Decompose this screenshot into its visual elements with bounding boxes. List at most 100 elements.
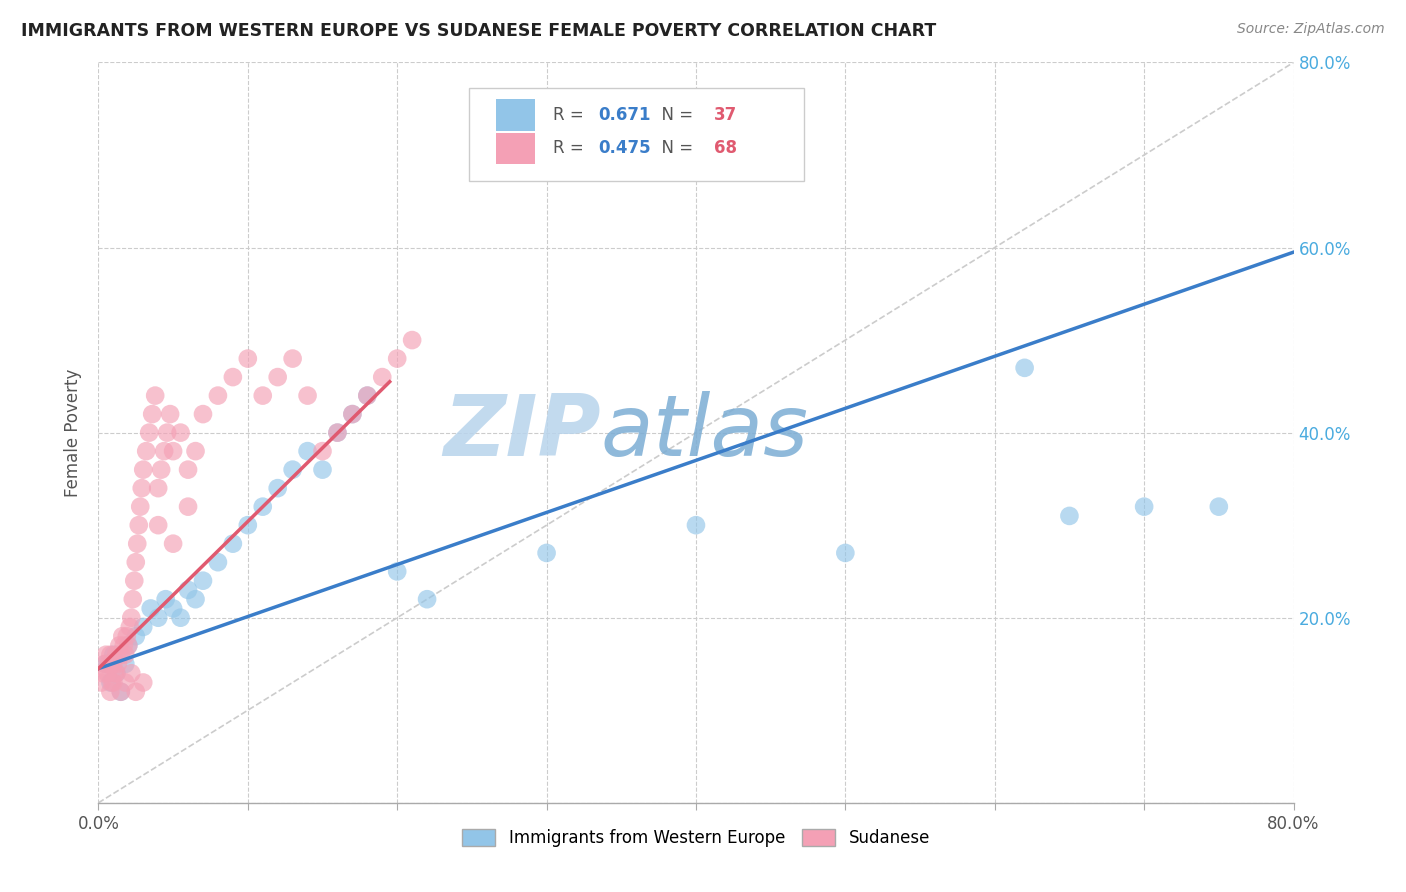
Point <box>128 518 150 533</box>
Point <box>281 351 304 366</box>
Point <box>162 536 184 550</box>
Point <box>685 518 707 533</box>
Point <box>98 648 122 662</box>
Point <box>356 388 378 402</box>
FancyBboxPatch shape <box>496 99 534 130</box>
Point <box>139 601 162 615</box>
Point <box>118 620 141 634</box>
Point <box>111 629 134 643</box>
Point <box>131 481 153 495</box>
Point <box>150 462 173 476</box>
Point <box>159 407 181 421</box>
Point <box>222 370 245 384</box>
Point <box>385 351 409 366</box>
Point <box>252 388 274 402</box>
Point <box>222 536 245 550</box>
Point <box>115 629 138 643</box>
Point <box>326 425 349 440</box>
Point <box>125 555 148 569</box>
Point <box>156 425 179 440</box>
Point <box>114 675 136 690</box>
Point <box>207 555 229 569</box>
Point <box>385 565 409 579</box>
Point <box>184 592 207 607</box>
Text: atlas: atlas <box>600 391 808 475</box>
Point <box>105 666 128 681</box>
Point <box>162 444 184 458</box>
Point <box>103 675 125 690</box>
Point <box>371 370 394 384</box>
Text: 0.671: 0.671 <box>598 106 651 124</box>
Point <box>297 444 319 458</box>
Point <box>110 685 132 699</box>
Point <box>97 657 120 671</box>
Point <box>104 666 127 681</box>
Point <box>98 675 122 690</box>
Point <box>191 574 214 588</box>
Legend: Immigrants from Western Europe, Sudanese: Immigrants from Western Europe, Sudanese <box>456 822 936 854</box>
Point <box>236 351 259 366</box>
Point <box>311 462 333 476</box>
Point <box>177 462 200 476</box>
Point <box>124 574 146 588</box>
Point <box>416 592 439 607</box>
Point <box>138 425 160 440</box>
Point <box>342 407 364 421</box>
FancyBboxPatch shape <box>496 133 534 164</box>
Point <box>834 546 856 560</box>
Point <box>132 675 155 690</box>
Point <box>184 444 207 458</box>
Point <box>91 666 114 681</box>
Point <box>127 536 149 550</box>
Point <box>148 610 170 624</box>
Text: 0.475: 0.475 <box>598 139 651 157</box>
Point <box>536 546 558 560</box>
Text: IMMIGRANTS FROM WESTERN EUROPE VS SUDANESE FEMALE POVERTY CORRELATION CHART: IMMIGRANTS FROM WESTERN EUROPE VS SUDANE… <box>21 22 936 40</box>
Point <box>117 639 139 653</box>
Point <box>107 657 129 671</box>
Point <box>114 657 136 671</box>
Point <box>114 648 136 662</box>
Text: R =: R = <box>553 106 589 124</box>
Point <box>135 444 157 458</box>
Point <box>311 444 333 458</box>
Point <box>1133 500 1156 514</box>
Point <box>297 388 319 402</box>
Text: N =: N = <box>651 139 697 157</box>
Point <box>94 648 117 662</box>
Point <box>281 462 304 476</box>
Point <box>1208 500 1230 514</box>
Point <box>105 648 128 662</box>
FancyBboxPatch shape <box>470 88 804 181</box>
Point <box>1059 508 1081 523</box>
Point <box>326 425 349 440</box>
Point <box>356 388 378 402</box>
Point <box>110 685 132 699</box>
Point <box>125 685 148 699</box>
Point <box>103 657 125 671</box>
Point <box>401 333 423 347</box>
Text: Source: ZipAtlas.com: Source: ZipAtlas.com <box>1237 22 1385 37</box>
Point <box>125 629 148 643</box>
Point <box>148 481 170 495</box>
Point <box>177 500 200 514</box>
Point <box>252 500 274 514</box>
Point <box>153 444 176 458</box>
Point <box>207 388 229 402</box>
Point <box>120 610 142 624</box>
Point <box>342 407 364 421</box>
Point <box>236 518 259 533</box>
Point <box>110 648 132 662</box>
Point <box>90 675 112 690</box>
Point <box>120 666 142 681</box>
Point <box>121 592 143 607</box>
Text: 68: 68 <box>714 139 737 157</box>
Point <box>169 425 191 440</box>
Point <box>96 666 118 681</box>
Point <box>177 582 200 597</box>
Point <box>108 639 131 653</box>
Text: ZIP: ZIP <box>443 391 600 475</box>
Point <box>267 481 290 495</box>
Point <box>94 657 117 671</box>
Point <box>117 639 139 653</box>
